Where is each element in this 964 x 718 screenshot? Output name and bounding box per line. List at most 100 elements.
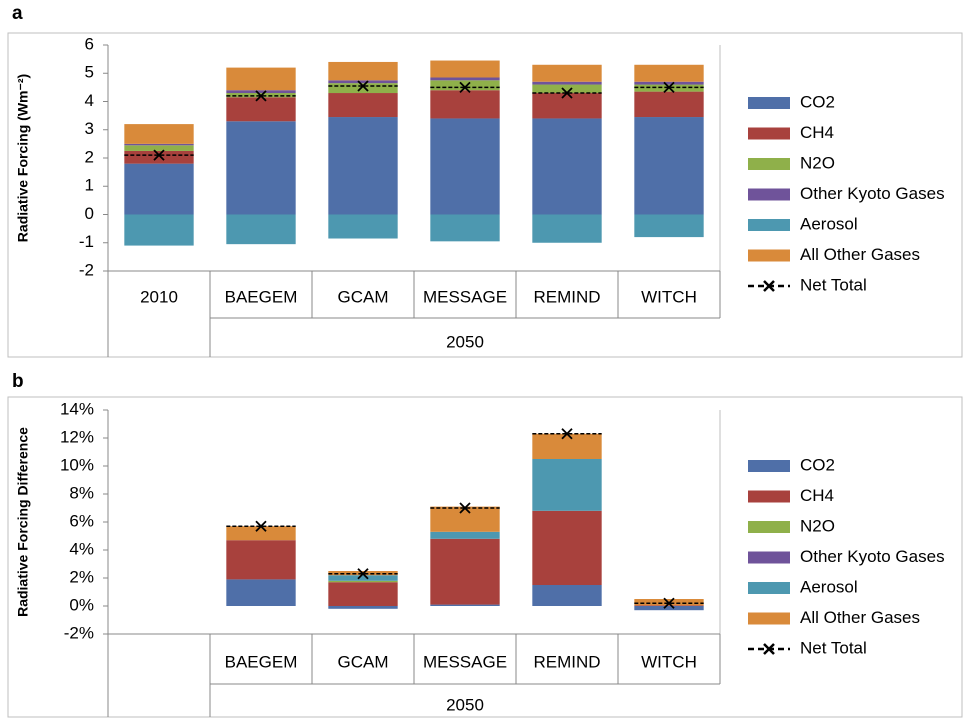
panel-label: b (12, 371, 24, 392)
net-total-marker (459, 81, 471, 94)
y-tick-label: 4% (69, 539, 94, 558)
legend-swatch (748, 582, 790, 594)
bar-segment (226, 67, 296, 91)
bar-segment (226, 540, 296, 580)
x-tick-label: REMIND (533, 287, 600, 306)
legend-label: All Other Gases (800, 608, 920, 627)
legend-label: CH4 (800, 486, 834, 505)
legend-label: Net Total (800, 638, 867, 657)
bar-segment (124, 124, 194, 144)
bar-segment (430, 118, 500, 215)
legend-label: Aerosol (800, 214, 858, 233)
x-tick-label: BAEGEM (225, 287, 298, 306)
x-tick-label: MESSAGE (423, 652, 507, 671)
bar-segment (634, 64, 704, 82)
legend-swatch (748, 551, 790, 564)
bar-segment (124, 163, 194, 215)
y-tick-label: 14% (60, 399, 94, 418)
legend-swatch (748, 97, 790, 109)
net-total-marker (255, 90, 267, 102)
panel-label: a (12, 3, 23, 24)
y-tick-label: 6% (69, 511, 94, 530)
bar-segment (226, 579, 296, 606)
legend-label: N2O (800, 516, 835, 535)
y-tick-label: 12% (60, 427, 94, 446)
y-tick-label: 4 (85, 91, 94, 110)
bar-segment (328, 80, 398, 84)
x-tick-label: GCAM (338, 652, 389, 671)
bar-segment (532, 459, 602, 511)
legend-swatch (748, 521, 790, 533)
bar-segment (430, 604, 500, 606)
bar-segment (328, 580, 398, 583)
legend-label: Other Kyoto Gases (800, 184, 945, 203)
bar-segment (328, 214, 398, 239)
x-tick-label: MESSAGE (423, 287, 507, 306)
legend-label: CO2 (800, 92, 835, 111)
legend-swatch (748, 460, 790, 472)
panel-frame (7, 396, 963, 718)
group-label: 2050 (446, 332, 484, 351)
legend-swatch (748, 158, 790, 170)
legend-label: CO2 (800, 455, 835, 474)
legend-label: Net Total (800, 275, 867, 294)
bar-segment (532, 84, 602, 94)
net-total-marker (561, 428, 573, 440)
bar-segment (226, 214, 296, 245)
net-total-marker (561, 87, 573, 99)
legend-swatch (748, 612, 790, 625)
bar-segment (328, 582, 398, 606)
y-tick-label: 0 (85, 204, 94, 223)
bar-segment (532, 433, 602, 459)
legend-swatch (748, 219, 790, 231)
bar-segment (226, 90, 296, 94)
bar-segment (532, 214, 602, 243)
y-tick-label: 1 (85, 176, 94, 195)
net-total-marker (663, 597, 675, 609)
bar-segment (634, 117, 704, 215)
bar-segment (328, 83, 398, 94)
net-total-marker (357, 568, 369, 580)
bar-segment (532, 510, 602, 585)
legend-swatch (748, 188, 790, 201)
bar-segment (328, 117, 398, 215)
y-tick-label: 2 (85, 147, 94, 166)
bar-segment (634, 91, 704, 118)
y-tick-label: -1 (79, 232, 94, 251)
y-axis-label: Radiative Forcing Difference (15, 427, 31, 617)
x-tick-label: WITCH (641, 287, 697, 306)
x-tick-label: BAEGEM (225, 652, 298, 671)
legend-swatch (748, 490, 790, 503)
bar-segment (226, 121, 296, 215)
bar-segment (226, 526, 296, 541)
bar-segment (124, 143, 194, 146)
y-tick-label: 8% (69, 483, 94, 502)
x-tick-label: GCAM (338, 287, 389, 306)
bar-segment (328, 606, 398, 609)
bar-segment (532, 81, 602, 85)
y-tick-label: -2% (64, 623, 94, 642)
net-total-marker (663, 81, 675, 94)
bar-segment (634, 81, 704, 85)
legend-swatch (748, 127, 790, 140)
bar-segment (430, 531, 500, 539)
bar-segment (430, 90, 500, 119)
bar-segment (430, 506, 500, 532)
legend-swatch (748, 249, 790, 262)
bar-segment (430, 538, 500, 605)
bar-segment (226, 97, 296, 122)
bar-segment (532, 118, 602, 215)
panel-frame (7, 32, 963, 358)
y-tick-label: 10% (60, 455, 94, 474)
y-tick-label: 3 (85, 119, 94, 138)
net-total-marker (255, 520, 267, 532)
bar-segment (634, 606, 704, 611)
net-total-marker (153, 149, 165, 161)
y-axis-label: Radiative Forcing (Wm⁻²) (15, 74, 31, 242)
y-tick-label: 5 (85, 63, 94, 82)
y-tick-label: -2 (79, 260, 94, 279)
bar-segment (532, 585, 602, 606)
bar-segment (328, 93, 398, 118)
bar-segment (124, 145, 194, 151)
